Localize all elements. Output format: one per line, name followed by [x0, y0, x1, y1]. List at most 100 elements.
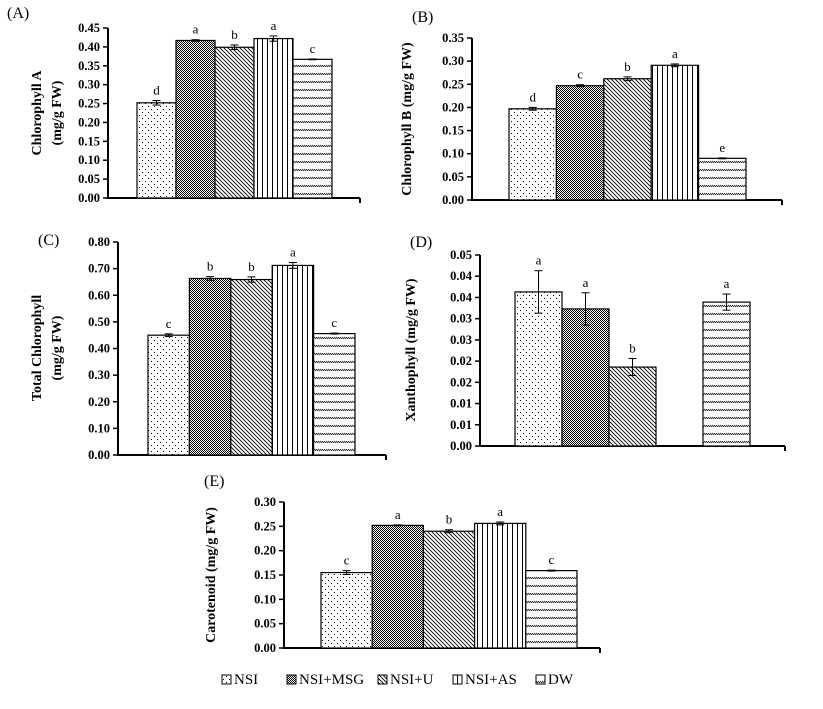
- y-axis-title: Total Chlorophyll: [30, 295, 45, 401]
- bar-nsi-as: [253, 37, 294, 199]
- bar-dw: [525, 570, 578, 649]
- legend-item-nsi: NSI: [221, 672, 258, 688]
- y-tick-label: 0.10: [254, 592, 276, 606]
- significance-label: c: [549, 552, 555, 567]
- legend-item-nsi-msg: NSI+MSG: [286, 672, 364, 688]
- bar-nsi-msg: [188, 277, 232, 456]
- significance-label: a: [536, 253, 542, 268]
- significance-label: b: [446, 512, 453, 527]
- panel-b: (B) Chlorophyll B (mg/g FW) 0.00 0.05 0.10 0.…: [400, 9, 783, 207]
- y-tick-label: 0.00: [442, 193, 464, 207]
- y-tick-label: 0.15: [254, 568, 276, 582]
- y-tick-label: 0.10: [78, 153, 100, 167]
- bar-nsi-msg: [555, 85, 605, 201]
- y-axis-title: Xanthophyll (mg/g FW): [404, 278, 419, 421]
- y-tick-label: 0.35: [78, 59, 100, 73]
- y-tick-label: 0.02: [450, 375, 472, 389]
- legend: NSI NSI+MSG NSI+U NSI+AS DW: [221, 672, 574, 688]
- significance-label: e: [719, 140, 725, 155]
- y-tick-label: 0.35: [442, 31, 464, 45]
- bar-nsi-u: [230, 278, 273, 456]
- bar-nsi: [508, 108, 558, 201]
- legend-label: NSI+AS: [465, 672, 517, 688]
- bar-nsi: [320, 571, 373, 649]
- legend-swatch: [452, 674, 463, 685]
- y-tick-label: 0.45: [78, 21, 100, 35]
- y-axis-title: (mg/g FW): [50, 80, 65, 145]
- y-tick-label: 0.00: [88, 448, 110, 462]
- bar-nsi-u: [422, 530, 476, 649]
- bar-nsi-u: [214, 46, 255, 199]
- y-tick-label: 0.03: [450, 312, 472, 326]
- bar-nsi: [147, 334, 191, 456]
- panel-label: (D): [410, 234, 432, 251]
- y-tick-label: 0.30: [88, 368, 110, 382]
- bar-nsi-as: [271, 264, 315, 456]
- legend-item-nsi-u: NSI+U: [377, 672, 434, 688]
- significance-label: a: [724, 276, 730, 291]
- significance-label: a: [290, 245, 296, 260]
- y-tick-label: 0.25: [254, 519, 276, 533]
- significance-label: c: [166, 316, 172, 331]
- y-tick-label: 0.30: [442, 54, 464, 68]
- panel-c: (C) Total Chlorophyll (mg/g FW) 0.00 0.10 0.2…: [30, 232, 387, 462]
- y-tick-label: 0.03: [450, 333, 472, 347]
- significance-label: d: [529, 89, 536, 104]
- significance-label: a: [672, 46, 678, 61]
- y-tick-label: 0.10: [442, 147, 464, 161]
- panel-a: (A) Chlorophyll A (mg/g FW) 0.00 0.05 0.10 0.1…: [7, 5, 361, 205]
- significance-label: c: [310, 41, 316, 56]
- y-tick-label: 0.25: [442, 77, 464, 91]
- y-tick-label: 0.20: [78, 115, 100, 129]
- legend-label: NSI+MSG: [299, 672, 364, 688]
- y-tick-label: 0.04: [450, 290, 473, 304]
- significance-label: b: [629, 341, 636, 356]
- panel-label: (C): [38, 232, 59, 249]
- bar-nsi: [514, 291, 563, 447]
- y-tick-label: 0.10: [88, 421, 110, 435]
- significance-label: a: [583, 275, 589, 290]
- significance-label: a: [271, 18, 277, 33]
- bar-nsi-msg: [561, 308, 610, 447]
- y-tick-label: 0.05: [450, 248, 472, 262]
- y-tick-label: 0.60: [88, 288, 110, 302]
- legend-item-dw: DW: [535, 672, 574, 688]
- y-tick-label: 0.40: [88, 342, 110, 356]
- y-axis-title: Chlorophyll B (mg/g FW): [400, 42, 415, 196]
- y-tick-label: 0.50: [88, 315, 110, 329]
- y-tick-label: 0.02: [450, 354, 472, 368]
- bar-nsi: [136, 102, 177, 199]
- y-axis-title: Chlorophyll A: [30, 70, 45, 156]
- y-tick-label: 0.15: [78, 134, 100, 148]
- significance-label: c: [331, 315, 337, 330]
- y-tick-label: 0.05: [254, 617, 276, 631]
- significance-label: d: [153, 83, 160, 98]
- y-tick-label: 0.25: [78, 97, 100, 111]
- significance-label: c: [344, 553, 350, 568]
- y-tick-label: 0.01: [450, 418, 472, 432]
- bar-dw: [292, 58, 333, 199]
- significance-label: b: [624, 59, 631, 74]
- bar-dw: [702, 301, 751, 447]
- y-tick-label: 0.20: [254, 544, 276, 558]
- y-tick-label: 0.00: [78, 191, 100, 205]
- significance-label: b: [207, 259, 214, 274]
- y-axis-title: (mg/g FW): [50, 315, 65, 380]
- panel-e: (E) Carotenoid (mg/g FW) 0.00 0.05 0.10 0.15 0…: [204, 473, 601, 655]
- y-tick-label: 0.01: [450, 397, 472, 411]
- legend-label: DW: [548, 672, 574, 688]
- legend-item-nsi-as: NSI+AS: [452, 672, 517, 688]
- y-tick-label: 0.70: [88, 262, 110, 276]
- legend-swatch: [221, 674, 232, 685]
- legend-label: NSI: [234, 672, 258, 688]
- legend-swatch: [377, 674, 388, 685]
- legend-label: NSI+U: [390, 672, 434, 688]
- panel-label: (B): [412, 9, 433, 26]
- panel-label: (A): [7, 5, 29, 22]
- bar-nsi-msg: [175, 39, 216, 199]
- y-tick-label: 0.30: [254, 495, 276, 509]
- significance-label: c: [577, 67, 583, 82]
- y-tick-label: 0.00: [450, 439, 472, 453]
- bar-dw: [697, 157, 747, 201]
